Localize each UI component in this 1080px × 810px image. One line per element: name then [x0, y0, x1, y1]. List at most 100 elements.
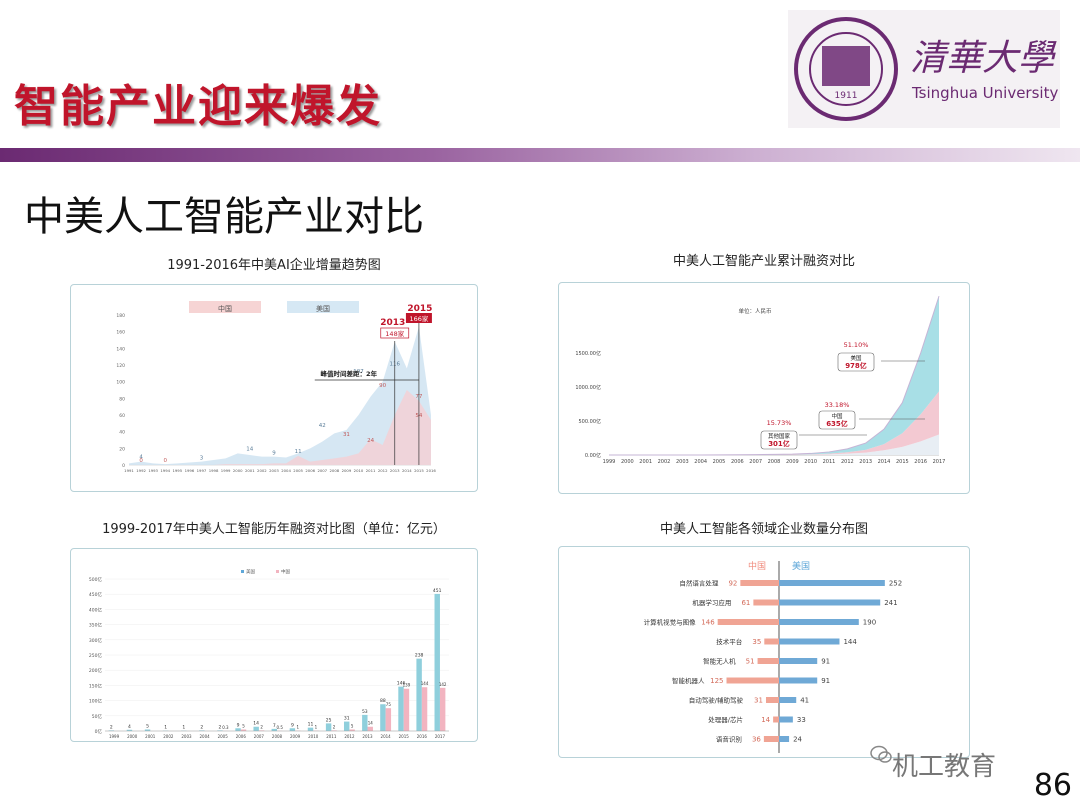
- y-tick-label: 150亿: [89, 682, 103, 689]
- data-label-us: 24: [793, 736, 802, 744]
- category-label: 处理器/芯片: [708, 715, 743, 724]
- x-tick-label: 2014: [381, 734, 392, 739]
- legend-label-cn: 中国: [748, 560, 766, 572]
- legend-label-cn: 中国: [218, 304, 232, 313]
- x-tick-label: 2011: [823, 459, 836, 465]
- data-label: 3: [200, 456, 204, 462]
- chart4-panel: 中国 美国 92 252 自然语言处理 61 241 机器学习应用 146 190 计算机视觉与图像…: [558, 546, 970, 758]
- logo-chinese: 清華大學: [910, 38, 1057, 79]
- data-label-us: 4: [128, 724, 131, 730]
- data-label-us: 7: [273, 723, 276, 729]
- callout-pct: 33.18%: [825, 401, 850, 409]
- data-label-cn: 5: [242, 723, 245, 728]
- legend-label-cn: 中国: [281, 568, 290, 575]
- y-tick-label: 500亿: [89, 576, 103, 583]
- chart2-title: 中美人工智能产业累计融资对比: [672, 254, 855, 269]
- x-tick-label: 2002: [257, 468, 267, 473]
- x-tick-label: 2010: [804, 459, 817, 465]
- chart3-panel: 0亿 50亿 100亿 150亿 200亿 250亿 300亿 350亿 400亿 450亿 500…: [70, 548, 478, 742]
- data-label: 14: [246, 446, 253, 452]
- x-tick-label: 2014: [402, 468, 412, 473]
- x-tick-label: 2003: [181, 734, 192, 739]
- data-label-us: 252: [889, 580, 902, 588]
- x-tick-label: 1998: [209, 468, 219, 473]
- data-label-us: 9: [291, 722, 294, 728]
- bar-us: [271, 728, 277, 731]
- bar-cn: [773, 716, 779, 723]
- x-tick-label: 1995: [172, 468, 182, 473]
- y-tick-label: 450亿: [89, 591, 103, 598]
- x-tick-label: 2005: [713, 459, 726, 465]
- x-tick-label: 2007: [317, 468, 327, 473]
- bar-us: [779, 580, 885, 586]
- data-label: 0: [163, 458, 167, 464]
- x-tick-label: 1999: [109, 734, 120, 739]
- data-label-cn: 5: [351, 723, 354, 728]
- x-tick-label: 2008: [272, 734, 283, 739]
- bar-us: [235, 728, 241, 731]
- annotation-box-2015: [405, 313, 432, 323]
- x-tick-label: 2012: [841, 459, 854, 465]
- data-label-us: 451: [433, 588, 442, 594]
- data-label-cn: 125: [710, 677, 723, 685]
- category-label: 智能机器人: [672, 676, 705, 685]
- annotation-year-2015: 2015: [407, 304, 432, 314]
- data-label-us: 88: [380, 698, 386, 704]
- y-tick-label: 200亿: [89, 667, 103, 674]
- y-tick-label: 140: [116, 346, 125, 352]
- legend-swatch-us: [287, 301, 359, 313]
- data-label: 0: [139, 458, 143, 464]
- x-tick-label: 2010: [354, 468, 364, 473]
- bar-us: [380, 704, 386, 731]
- bar-us: [779, 736, 790, 742]
- bar-us: [779, 638, 840, 645]
- legend-label-us: 美国: [246, 568, 255, 575]
- bar-us: [217, 730, 223, 731]
- data-label-cn: 92: [728, 580, 737, 588]
- x-tick-label: 2012: [378, 468, 388, 473]
- y-tick-label: 80: [119, 396, 125, 402]
- x-tick-label: 2005: [218, 734, 229, 739]
- x-tick-label: 1996: [185, 468, 195, 473]
- x-tick-label: 2009: [290, 734, 301, 739]
- bar-cn: [765, 697, 779, 703]
- bar-us: [253, 726, 259, 731]
- data-label-us: 41: [800, 697, 809, 705]
- data-label: 107: [353, 369, 364, 375]
- y-tick-label: 350亿: [89, 622, 103, 629]
- callout-value: 978亿: [845, 361, 867, 370]
- data-label-us: 91: [821, 677, 830, 685]
- area-outline: [609, 295, 940, 456]
- callout-box: [837, 352, 875, 372]
- data-label: 24: [367, 438, 374, 444]
- bar-cn: [764, 638, 779, 645]
- tsinghua-logo: 1911 清華大學 Tsinghua University: [788, 10, 1060, 128]
- bar-cn: [757, 658, 779, 664]
- x-tick-label: 2003: [676, 459, 689, 465]
- legend-label-us: 美国: [316, 304, 330, 313]
- callout-name: 美国: [850, 354, 862, 362]
- x-tick-label: 2010: [308, 734, 319, 739]
- data-label: 4: [139, 455, 143, 461]
- data-label-us: 11: [308, 722, 314, 728]
- bar-cn: [753, 599, 779, 606]
- bar-us: [362, 714, 368, 731]
- bar-us: [434, 593, 440, 731]
- logo-seal-year: 1911: [835, 91, 858, 101]
- data-label-cn: 144: [421, 681, 429, 686]
- callout-name: 其他国家: [768, 432, 791, 440]
- x-tick-label: 2015: [414, 468, 424, 473]
- x-tick-label: 2000: [621, 459, 634, 465]
- callout-box: [818, 410, 856, 430]
- data-label-us: 53: [362, 709, 368, 715]
- data-label-cn: 0.3: [222, 725, 229, 730]
- x-tick-label: 1991: [124, 468, 134, 473]
- bar-us: [343, 721, 350, 731]
- callout-name: 中国: [831, 412, 843, 420]
- legend-swatch-cn: [276, 570, 279, 573]
- slide-subtitle: 中美人工智能产业对比: [24, 194, 424, 240]
- bar-us: [779, 697, 797, 703]
- category-label: 自然语言处理: [679, 579, 719, 588]
- chart2-panel: 单位：人民币 0.00亿 500.00亿 1000.00亿 1500.00亿 1999 20…: [558, 282, 970, 494]
- legend-swatch-us: [241, 570, 244, 573]
